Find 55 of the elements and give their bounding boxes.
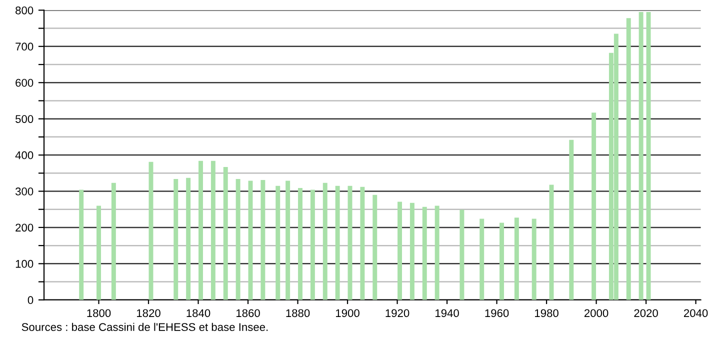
x-tick-label: 1840 — [186, 309, 210, 318]
bar — [372, 194, 378, 300]
bar — [186, 178, 191, 300]
bar — [210, 160, 216, 300]
bar — [335, 186, 340, 300]
x-tick-label: 1900 — [336, 309, 360, 318]
bar — [223, 166, 228, 300]
bar — [260, 180, 266, 300]
x-tick-label: 1980 — [535, 309, 558, 318]
bar — [480, 218, 484, 300]
bar — [96, 206, 101, 300]
bar — [322, 182, 328, 300]
x-tick-label: 2040 — [684, 309, 708, 318]
y-tick-label: 0 — [28, 296, 34, 304]
bar — [626, 18, 631, 300]
bar — [198, 160, 203, 300]
y-tick-label: 300 — [15, 188, 34, 196]
bar — [298, 188, 302, 300]
x-tick-label: 1880 — [286, 309, 310, 318]
y-tick-label: 700 — [16, 42, 34, 51]
bar — [500, 222, 504, 300]
y-tick-label: 200 — [16, 224, 34, 232]
bar — [174, 178, 178, 300]
x-tick-label: 2000 — [584, 309, 608, 318]
bar — [434, 206, 440, 300]
bar — [79, 190, 84, 300]
bar — [460, 210, 464, 300]
source-note: Sources : base Cassini de l'EHESS et base Insee. — [22, 322, 268, 332]
bar — [111, 182, 116, 300]
bar — [514, 218, 519, 300]
bar — [286, 180, 290, 300]
bar — [398, 202, 402, 300]
bar — [276, 186, 280, 300]
x-tick-label: 1860 — [236, 309, 260, 318]
y-tick-label: 500 — [16, 115, 34, 123]
x-tick-label: 1920 — [386, 309, 410, 318]
bar — [410, 202, 414, 300]
bar — [592, 112, 596, 300]
bar — [422, 206, 427, 300]
bar — [646, 12, 651, 300]
y-tick-label: 800 — [16, 6, 34, 14]
bar — [236, 178, 240, 300]
bar — [360, 186, 365, 300]
y-tick-label: 100 — [16, 260, 34, 268]
x-tick-label: 1820 — [136, 309, 160, 318]
bar — [310, 190, 315, 300]
bar — [638, 12, 644, 300]
x-tick-label: 1940 — [436, 309, 459, 318]
x-tick-label: 1960 — [485, 309, 509, 318]
x-tick-label: 1800 — [87, 309, 111, 318]
x-tick-label: 2020 — [634, 309, 658, 318]
y-tick-label: 400 — [15, 151, 34, 160]
bar — [532, 218, 536, 300]
bar — [569, 140, 574, 300]
y-tick-label: 600 — [16, 78, 34, 87]
